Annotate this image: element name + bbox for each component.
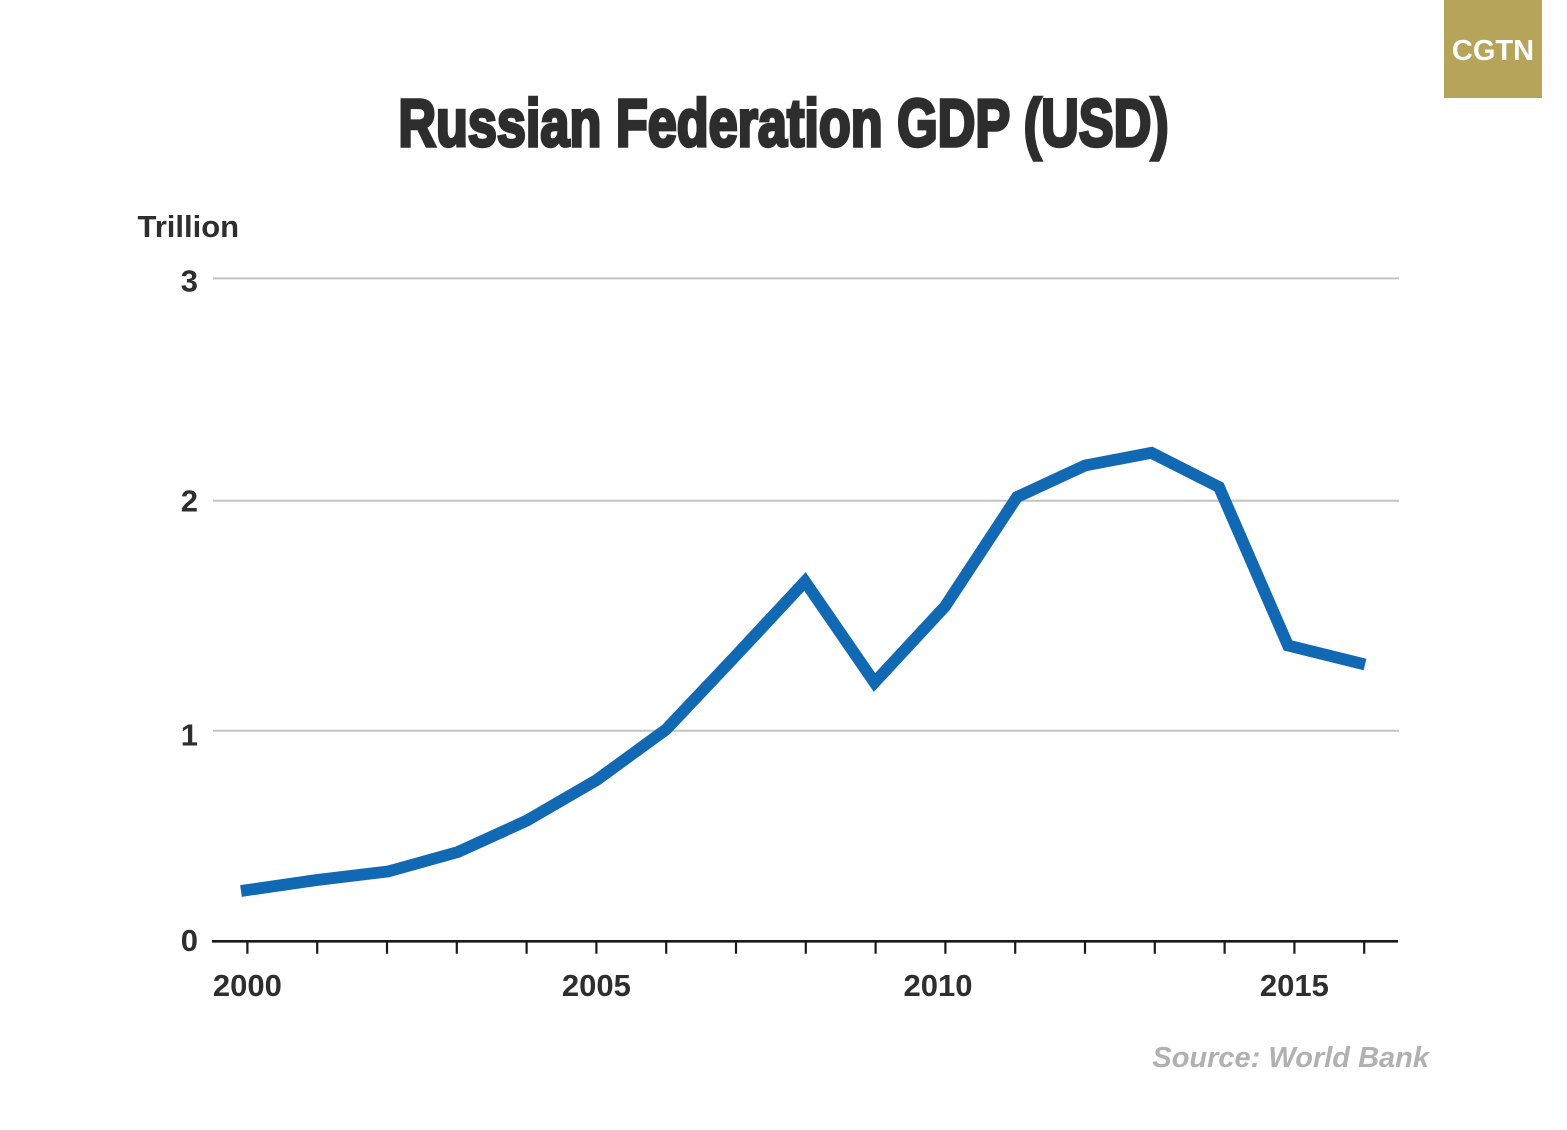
svg-text:2005: 2005 (562, 968, 631, 1003)
svg-text:3: 3 (181, 263, 198, 298)
svg-text:2010: 2010 (904, 968, 973, 1003)
svg-text:2015: 2015 (1260, 968, 1329, 1003)
svg-text:CGTN: CGTN (1452, 35, 1534, 67)
svg-text:0: 0 (181, 923, 198, 958)
svg-text:Russian Federation GDP (USD): Russian Federation GDP (USD) (398, 86, 1168, 161)
svg-text:2: 2 (181, 484, 198, 519)
svg-text:2000: 2000 (213, 968, 282, 1003)
svg-text:Source: World Bank: Source: World Bank (1152, 1042, 1430, 1074)
svg-text:1: 1 (181, 717, 198, 752)
svg-text:Trillion: Trillion (138, 209, 240, 244)
